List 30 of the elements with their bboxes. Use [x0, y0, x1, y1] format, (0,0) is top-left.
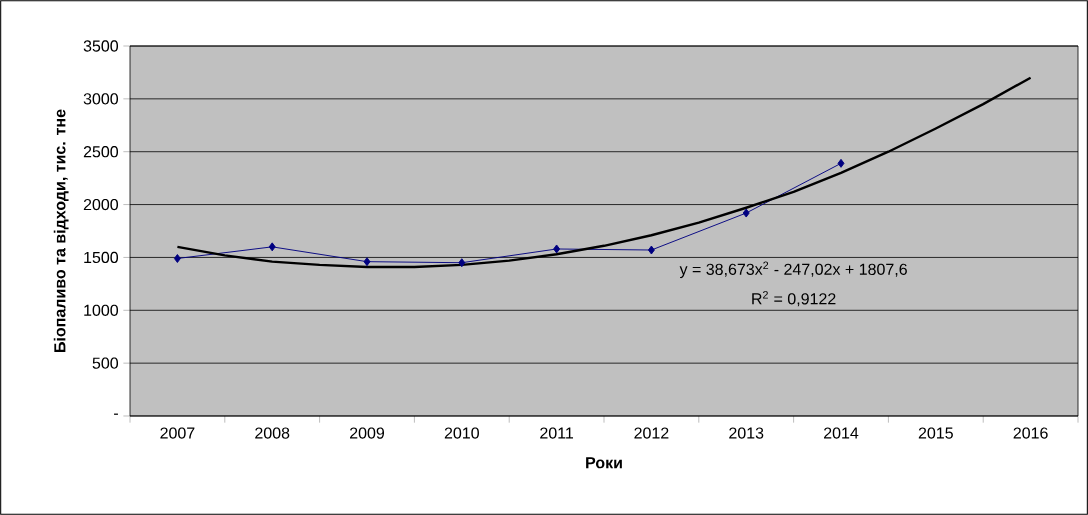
y-tick-label: 2500: [83, 146, 119, 158]
x-axis-title: Роки: [586, 457, 622, 469]
y-tick-label: 500: [92, 357, 119, 369]
y-tick-label: 3500: [83, 40, 119, 52]
y-tick-label: 1500: [84, 251, 119, 264]
y-tick-label: -: [114, 413, 118, 415]
x-tick-label: 2015: [918, 427, 953, 439]
point: [553, 244, 561, 254]
x-tick-label: 2011: [540, 427, 574, 439]
point: [268, 242, 276, 252]
y-tick-label: 2000: [83, 198, 119, 211]
x-tick-label: 2009: [350, 427, 385, 439]
point: [742, 208, 750, 218]
y-tick-label: 1000: [84, 304, 119, 316]
x-tick-label: 2014: [824, 427, 859, 439]
point: [363, 257, 371, 267]
point: [173, 254, 181, 263]
annotation: R$^{2}$ = 0,9122: [752, 291, 836, 307]
y-axis-title: Біопаливо та відходи, тис. тне: [53, 109, 69, 352]
x-tick-label: 2012: [634, 427, 669, 439]
x-tick-label: 2010: [444, 427, 479, 439]
point: [458, 258, 466, 268]
y-tick-label: 3000: [83, 93, 119, 105]
x-tick-label: 2013: [729, 427, 764, 439]
x-tick-label: 2016: [1013, 427, 1048, 439]
annotation: y = 38,673x$^{2}$ - 247,02x + 1807,6: [679, 261, 907, 279]
x-tick-label: 2007: [160, 427, 195, 439]
x-tick-label: 2008: [255, 427, 290, 439]
point: [837, 158, 845, 168]
point: [647, 245, 655, 255]
